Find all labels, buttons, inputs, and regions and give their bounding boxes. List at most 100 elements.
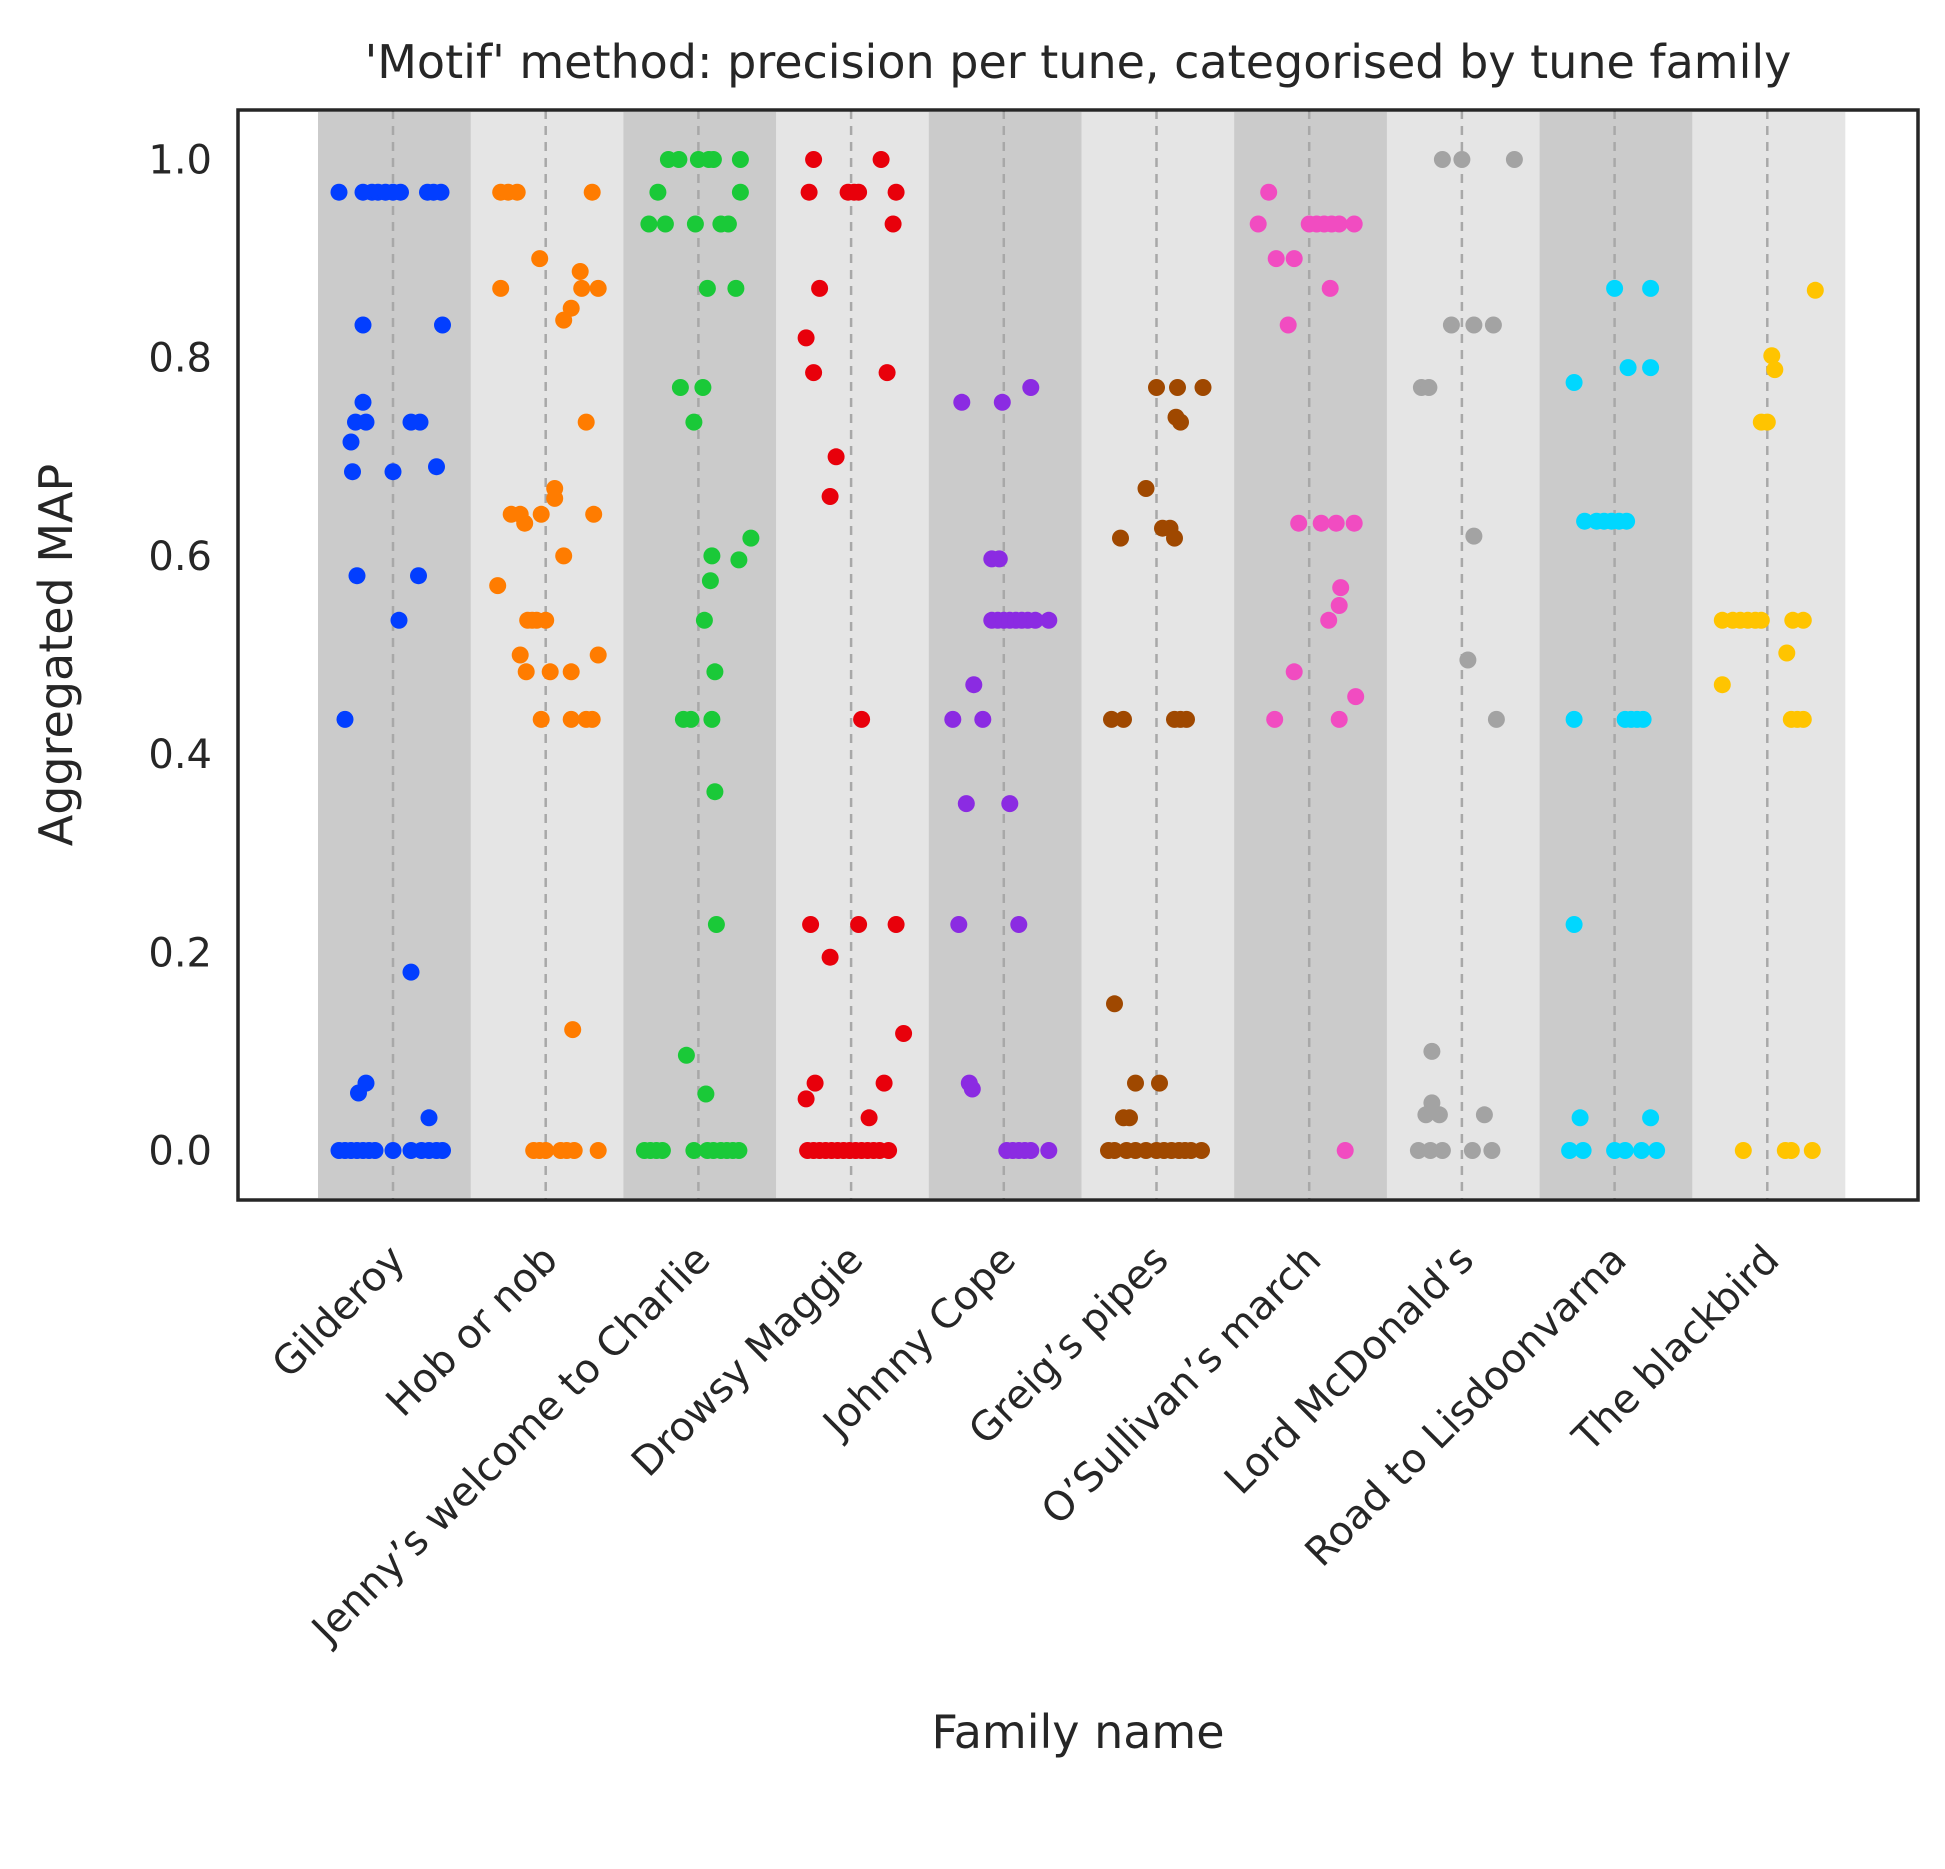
point-hob-or-nob [555, 311, 573, 329]
point-gilderoy [336, 710, 354, 728]
point-hob-or-nob [531, 250, 549, 268]
point-hob-or-nob [541, 663, 559, 681]
point-the-blackbird [1806, 281, 1824, 299]
point-lord-mcdonald-s [1505, 151, 1523, 168]
point-johnny-cope [993, 393, 1011, 411]
point-lord-mcdonald-s [1453, 151, 1471, 168]
point-jenny-s-welcome-to-charlie [682, 710, 700, 728]
band-drowsy-maggie [776, 112, 930, 1198]
point-drowsy-maggie [850, 183, 868, 201]
point-lord-mcdonald-s [1420, 379, 1438, 396]
point-johnny-cope [944, 710, 962, 728]
point-johnny-cope [1022, 379, 1040, 396]
point-hob-or-nob [492, 279, 510, 297]
point-drowsy-maggie [811, 279, 829, 297]
point-jenny-s-welcome-to-charlie [727, 279, 745, 297]
point-o-sullivan-s-march [1332, 579, 1350, 597]
point-johnny-cope [1026, 611, 1044, 629]
point-the-blackbird [1752, 611, 1770, 629]
point-road-to-lisdoonvarna [1565, 374, 1583, 391]
y-tick-label: 0.6 [148, 534, 212, 580]
point-lord-mcdonald-s [1463, 1142, 1481, 1159]
point-hob-or-nob [583, 183, 601, 201]
x-tick-label: Road to Lisdoonvarna [1296, 1237, 1635, 1576]
point-o-sullivan-s-march [1249, 215, 1267, 233]
point-gilderoy [384, 1142, 402, 1159]
point-johnny-cope [1040, 611, 1058, 629]
y-axis-label: Aggregated MAP [29, 464, 83, 847]
point-drowsy-maggie [850, 916, 868, 933]
band-jenny-s-welcome-to-charlie [623, 112, 777, 1198]
point-road-to-lisdoonvarna [1561, 1142, 1579, 1159]
point-gilderoy [350, 1084, 367, 1102]
point-greig-s-pipes [1112, 529, 1129, 547]
band-greig-s-pipes [1081, 112, 1235, 1198]
point-greig-s-pipes [1194, 379, 1212, 396]
point-drowsy-maggie [800, 183, 818, 201]
point-lord-mcdonald-s [1459, 651, 1477, 669]
point-johnny-cope [957, 795, 975, 813]
point-drowsy-maggie [875, 1074, 893, 1092]
point-drowsy-maggie [827, 448, 845, 466]
point-gilderoy [390, 611, 408, 629]
y-axis-ticks: 0.0 0.2 0.4 0.6 0.8 1.0 [148, 138, 212, 1175]
point-jenny-s-welcome-to-charlie [685, 413, 703, 431]
point-hob-or-nob [589, 646, 607, 664]
chart-title: 'Motif' method: precision per tune, cate… [365, 35, 1792, 89]
point-road-to-lisdoonvarna [1642, 279, 1660, 297]
point-gilderoy [410, 567, 427, 585]
band-road-to-lisdoonvarna [1539, 112, 1693, 1198]
point-johnny-cope [965, 676, 983, 694]
point-road-to-lisdoonvarna [1616, 1142, 1634, 1159]
point-jenny-s-welcome-to-charlie [686, 215, 704, 233]
point-greig-s-pipes [1115, 710, 1132, 728]
point-the-blackbird [1766, 361, 1784, 379]
point-gilderoy [434, 1142, 451, 1159]
point-gilderoy [420, 1109, 438, 1127]
point-hob-or-nob [577, 413, 595, 431]
point-o-sullivan-s-march [1285, 250, 1303, 268]
point-jenny-s-welcome-to-charlie [731, 183, 749, 201]
point-the-blackbird [1734, 1142, 1752, 1159]
point-the-blackbird [1713, 676, 1731, 694]
point-hob-or-nob [565, 1142, 583, 1159]
point-greig-s-pipes [1166, 529, 1183, 547]
point-hob-or-nob [573, 279, 591, 297]
point-greig-s-pipes [1193, 1142, 1210, 1159]
x-tick-label: Gilderoy [264, 1237, 415, 1388]
point-jenny-s-welcome-to-charlie [697, 1085, 715, 1103]
band-o-sullivan-s-march [1234, 112, 1388, 1198]
point-o-sullivan-s-march [1330, 597, 1348, 614]
point-gilderoy [402, 963, 420, 981]
point-o-sullivan-s-march [1260, 183, 1278, 201]
point-johnny-cope [1001, 795, 1019, 813]
point-johnny-cope [953, 393, 971, 411]
point-lord-mcdonald-s [1433, 1142, 1451, 1159]
point-o-sullivan-s-march [1267, 250, 1285, 268]
point-jenny-s-welcome-to-charlie [730, 1142, 748, 1159]
point-jenny-s-welcome-to-charlie [698, 279, 716, 297]
point-johnny-cope [1022, 1142, 1040, 1159]
point-lord-mcdonald-s [1430, 1106, 1448, 1124]
point-gilderoy [384, 463, 402, 481]
point-hob-or-nob [546, 489, 564, 507]
point-greig-s-pipes [1151, 1074, 1168, 1092]
point-the-blackbird [1794, 710, 1812, 728]
point-road-to-lisdoonvarna [1571, 1109, 1589, 1127]
point-o-sullivan-s-march [1345, 215, 1363, 233]
point-the-blackbird [1794, 611, 1812, 629]
point-o-sullivan-s-march [1320, 611, 1338, 629]
point-o-sullivan-s-march [1266, 710, 1284, 728]
point-hob-or-nob [532, 710, 550, 728]
point-drowsy-maggie [880, 1142, 898, 1159]
point-drowsy-maggie [884, 215, 902, 233]
point-johnny-cope [1040, 1142, 1058, 1159]
point-o-sullivan-s-march [1290, 514, 1308, 532]
point-drowsy-maggie [887, 916, 905, 933]
point-gilderoy [344, 463, 361, 481]
point-lord-mcdonald-s [1421, 1142, 1439, 1159]
y-tick-label: 1.0 [148, 138, 212, 184]
point-lord-mcdonald-s [1484, 316, 1502, 334]
point-hob-or-nob [532, 505, 550, 523]
point-gilderoy [348, 567, 366, 585]
